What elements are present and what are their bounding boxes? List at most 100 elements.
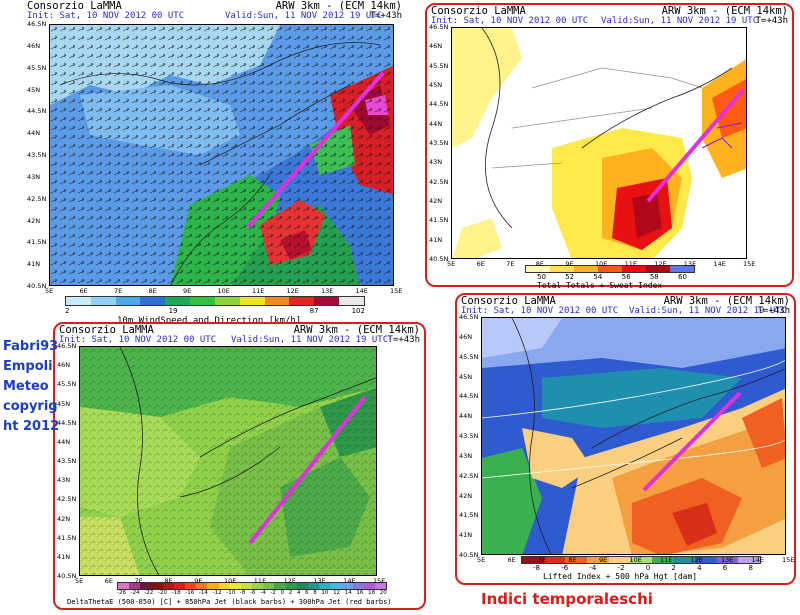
longitude-label: 14E [751, 556, 764, 564]
instability-line [248, 395, 367, 545]
latitude-label: 41N [459, 531, 473, 540]
colorbar-tick: -6 [250, 590, 256, 596]
model-label: ARW 3km - (ECM 14km) [661, 5, 788, 17]
valid-label: Valid:Sun, 11 NOV 2012 19 UTC [225, 11, 383, 21]
lifted-colorbar-ticks: -8 -6 -4 -2 0 2 4 6 8 [533, 564, 753, 572]
longitude-label: 5E [477, 556, 486, 564]
thetae-map [79, 346, 377, 576]
latitude-label: 43N [57, 476, 71, 485]
longitude-label: 12E [654, 260, 667, 268]
colorbar-tick: -14 [198, 590, 208, 596]
colorbar-tick: 87 [309, 307, 319, 315]
latitude-label: 41N [27, 260, 41, 269]
latitude-label: 43.5N [27, 151, 47, 159]
model-label: ARW 3km - (ECM 14km) [293, 324, 420, 336]
latitude-label: 43N [429, 158, 443, 167]
longitude-label: 5E [45, 287, 54, 295]
latitude-label: 41.5N [429, 216, 449, 225]
colorbar-swatch [263, 583, 275, 589]
panel-header: Consorzio LaMMA ARW 3km - (ECM 14km) Ini… [27, 0, 402, 24]
init-label: Init: Sat, 10 NOV 2012 00 UTC [461, 306, 619, 316]
colorbar-swatch [274, 583, 286, 589]
colorbar-swatch [673, 557, 696, 563]
valid-label: Valid:Sun, 11 NOV 2012 19 UTC [601, 16, 759, 26]
latitude-label: 42.5N [459, 471, 479, 480]
colorbar-tick: 0 [645, 564, 651, 572]
longitude-label: 6E [476, 260, 485, 268]
latitude-label: 44N [57, 437, 71, 446]
latitude-label: 46N [429, 42, 443, 51]
instability-line [646, 88, 745, 203]
latitude-label: 45N [459, 372, 473, 381]
latitude-label: 44.5N [27, 107, 47, 116]
latitude-label: 40.5N [27, 282, 47, 290]
colorbar-tick: -2 [270, 590, 276, 596]
totals-colorbar [525, 265, 695, 273]
init-label: Init: Sat, 10 NOV 2012 00 UTC [59, 335, 217, 345]
longitude-label: 11E [624, 260, 637, 268]
panel-header: Consorzio LaMMA ARW 3km - (ECM 14km) Ini… [431, 5, 788, 29]
colorbar-swatch [115, 297, 141, 305]
colorbar-swatch [352, 583, 364, 589]
longitude-label: 7E [506, 260, 515, 268]
colorbar-tick: 19 [168, 307, 178, 315]
init-label: Init: Sat, 10 NOV 2012 00 UTC [431, 16, 589, 26]
colorbar-swatch [586, 557, 609, 563]
longitude-label: 12E [283, 577, 296, 585]
longitude-label: 7E [538, 556, 547, 564]
colorbar-tick: -26 [117, 590, 126, 596]
longitude-label: 10E [629, 556, 642, 564]
colorbar-tick: -12 [212, 590, 222, 596]
longitude-label: 7E [134, 577, 143, 585]
colorbar-swatch [341, 583, 353, 589]
colorbar-swatch [140, 297, 166, 305]
colorbar-swatch [526, 266, 550, 272]
colorbar-tick: 58 [649, 273, 659, 281]
wind-colorbar [65, 296, 365, 306]
colorbar-swatch [651, 557, 674, 563]
thetae-colorbar-ticks: -26 -24 -22 -20 -18 -16 -14 -12 -10 -8 -6 -4 -2 0 2 4 6 8… [117, 590, 387, 596]
latitude-label: 44.5N [459, 392, 479, 401]
valid-label: Valid:Sun, 11 NOV 2012 19 UTC [629, 306, 787, 316]
colorbar-swatch [289, 297, 315, 305]
latitude-label: 44N [429, 119, 443, 128]
longitude-label: 8E [164, 577, 173, 585]
colorbar-tick: -8 [239, 590, 246, 596]
tplus-label: T=+43h [369, 11, 402, 21]
wind-map [49, 24, 394, 286]
colorbar-tick: 2 [671, 564, 676, 572]
latitude-label: 43.5N [429, 139, 449, 147]
colorbar-swatch [738, 557, 761, 563]
latitude-label: 41.5N [27, 238, 47, 247]
colorbar-tick: -22 [144, 590, 154, 596]
longitude-label: 11E [660, 556, 673, 564]
colorbar-swatch [162, 583, 174, 589]
colorbar-swatch [716, 557, 739, 563]
latitude-label: 46N [27, 41, 41, 50]
latitude-label: 46.5N [459, 313, 479, 321]
org-label: Consorzio LaMMA [27, 0, 122, 12]
latitude-label: 43.5N [459, 432, 479, 440]
longitude-label: 15E [373, 577, 386, 585]
latitude-label: 43N [459, 451, 473, 460]
model-label: ARW 3km - (ECM 14km) [663, 295, 790, 307]
totals-map [451, 27, 747, 259]
colorbar-tick: 102 [351, 307, 365, 315]
colorbar-swatch [185, 583, 197, 589]
tplus-label: T=+43h [387, 335, 420, 345]
lifted-map [481, 317, 786, 555]
longitude-label: 6E [104, 577, 114, 585]
longitude-label: 5E [75, 577, 84, 585]
colorbar-swatch [314, 297, 340, 305]
latitude-label: 44.5N [429, 100, 449, 109]
latitude-label: 45N [429, 81, 443, 89]
colorbar-swatch [173, 583, 186, 589]
colorbar-tick: 52 [565, 273, 575, 281]
latitude-label: 41.5N [57, 533, 77, 542]
colorbar-swatch [66, 297, 91, 305]
colorbar-swatch [196, 583, 208, 589]
colorbar-tick: 2 [288, 590, 293, 596]
colorbar-swatch [165, 297, 191, 305]
colorbar-swatch [296, 583, 308, 589]
colorbar-swatch [151, 583, 163, 589]
